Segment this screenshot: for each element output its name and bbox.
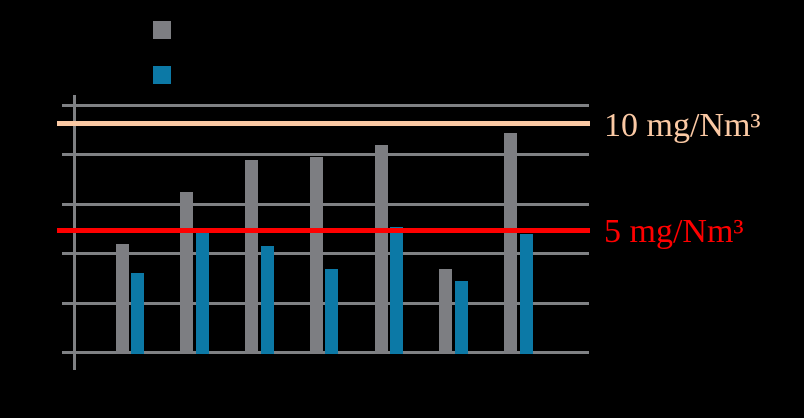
- bar-teal-7: [519, 233, 533, 354]
- legend-swatch-teal: [153, 66, 171, 84]
- bar-gray-3: [245, 159, 259, 354]
- bar-gray-5: [374, 145, 388, 354]
- gridline: [61, 153, 589, 157]
- bar-teal-2: [196, 231, 210, 354]
- bar-teal-4: [325, 268, 339, 354]
- ref-line-label-10: 10 mg/Nm³: [604, 106, 761, 144]
- bar-gray-6: [439, 268, 453, 354]
- gridline: [61, 252, 589, 256]
- gridline: [61, 202, 589, 206]
- bar-gray-4: [309, 157, 323, 354]
- bar-teal-3: [260, 246, 274, 354]
- gridline: [61, 351, 589, 354]
- bar-teal-5: [390, 226, 404, 354]
- gridline: [61, 301, 589, 305]
- ref-line-10: [57, 121, 590, 127]
- legend-swatch-gray: [153, 21, 171, 39]
- gridline: [61, 104, 589, 107]
- bar-teal-6: [454, 280, 468, 354]
- bar-gray-1: [115, 243, 129, 354]
- bar-gray-7: [504, 132, 518, 354]
- ref-line-label-5: 5 mg/Nm³: [604, 213, 744, 251]
- bar-gray-2: [180, 191, 194, 354]
- bar-teal-1: [131, 273, 145, 354]
- ref-line-5: [57, 227, 590, 233]
